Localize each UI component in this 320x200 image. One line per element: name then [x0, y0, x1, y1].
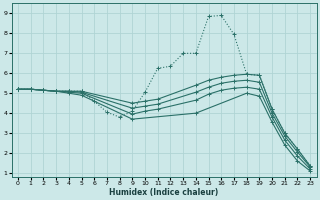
X-axis label: Humidex (Indice chaleur): Humidex (Indice chaleur)	[109, 188, 219, 197]
